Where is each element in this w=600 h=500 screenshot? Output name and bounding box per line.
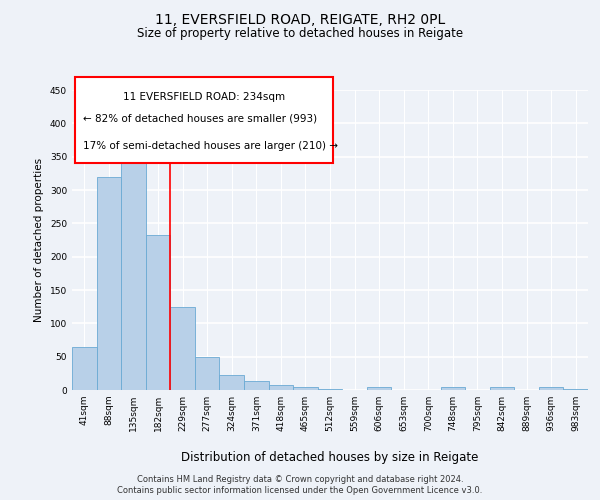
Text: Contains HM Land Registry data © Crown copyright and database right 2024.: Contains HM Land Registry data © Crown c… <box>137 475 463 484</box>
Bar <box>490 388 514 390</box>
Bar <box>318 388 342 390</box>
Bar <box>367 388 391 390</box>
Text: 11, EVERSFIELD ROAD, REIGATE, RH2 0PL: 11, EVERSFIELD ROAD, REIGATE, RH2 0PL <box>155 12 445 26</box>
Bar <box>563 388 588 390</box>
Bar <box>440 388 465 390</box>
Text: Size of property relative to detached houses in Reigate: Size of property relative to detached ho… <box>137 28 463 40</box>
Bar <box>97 176 121 390</box>
Bar <box>244 382 269 390</box>
Bar <box>121 150 146 390</box>
Text: 17% of semi-detached houses are larger (210) →: 17% of semi-detached houses are larger (… <box>83 140 338 150</box>
Bar <box>539 388 563 390</box>
Bar <box>170 306 195 390</box>
Bar <box>72 346 97 390</box>
Text: Distribution of detached houses by size in Reigate: Distribution of detached houses by size … <box>181 451 479 464</box>
Bar <box>195 356 220 390</box>
Bar <box>293 388 318 390</box>
Text: Contains public sector information licensed under the Open Government Licence v3: Contains public sector information licen… <box>118 486 482 495</box>
Bar <box>146 234 170 390</box>
Bar <box>269 384 293 390</box>
Bar <box>220 374 244 390</box>
Text: ← 82% of detached houses are smaller (993): ← 82% of detached houses are smaller (99… <box>83 114 317 124</box>
Y-axis label: Number of detached properties: Number of detached properties <box>34 158 44 322</box>
Text: 11 EVERSFIELD ROAD: 234sqm: 11 EVERSFIELD ROAD: 234sqm <box>123 92 285 102</box>
